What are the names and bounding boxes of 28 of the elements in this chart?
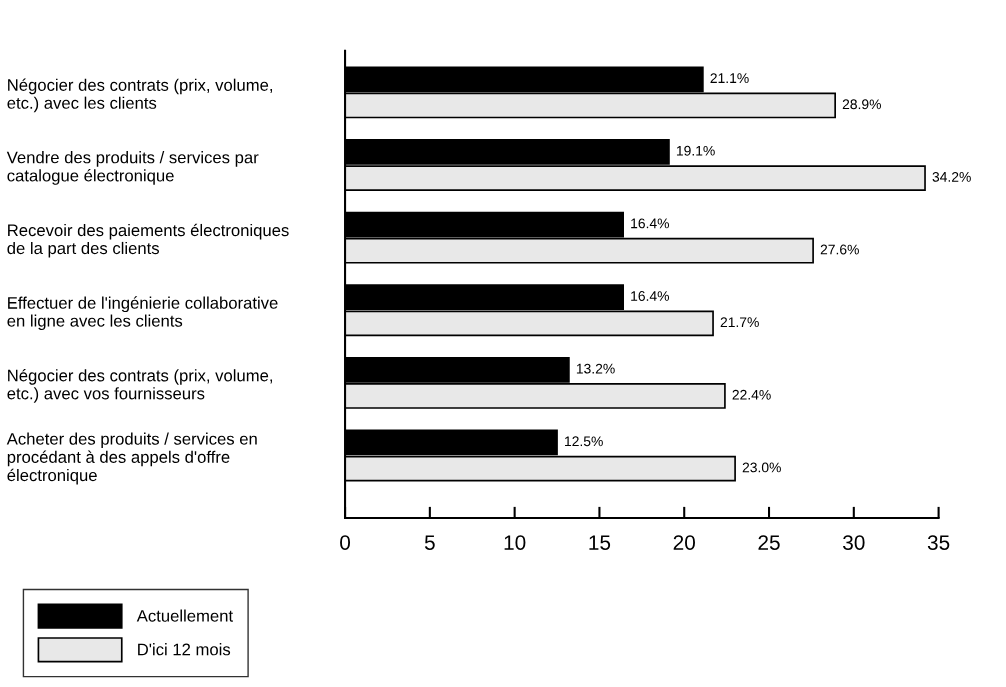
y-tick-label: Acheter des produits / services en procédant à des appels d'offre électronique (6, 432, 257, 485)
data-label: 21.7% (720, 317, 759, 328)
x-tick-label: 5 (424, 535, 435, 550)
data-label: 28.9% (842, 99, 881, 110)
x-tick-label: 20 (673, 535, 695, 550)
data-label: 16.4% (631, 291, 670, 301)
data-label: 22.4% (732, 389, 771, 400)
y-tick-label: Négocier des contrats (prix, volume, etc.) avec les clients (7, 78, 273, 113)
data-label: 19.1% (676, 145, 715, 156)
y-tick-label: Recevoir des paiements électroniques de la part des clients (7, 223, 289, 258)
data-label: 23.0% (742, 462, 781, 473)
y-tick-label: Vendre des produits / services par catalogue électronique (6, 151, 259, 185)
y-tick-label: Négocier des contrats (prix, volume, etc.) avec vos fournisseurs (7, 369, 273, 403)
data-label: 13.2% (576, 363, 615, 374)
legend-label: Actuellement (136, 609, 233, 622)
x-tick-label: 35 (927, 535, 950, 550)
y-tick-label: Effectuer de l'ingénierie collaborative en ligne avec les clients (7, 296, 278, 331)
x-tick-label: 30 (843, 535, 865, 550)
x-tick-label: 15 (589, 535, 611, 550)
legend-label: D'ici 12 mois (138, 643, 231, 656)
data-label: 21.1% (710, 73, 749, 83)
x-tick-label: 0 (340, 535, 351, 550)
data-label: 12.5% (565, 436, 603, 447)
x-tick-label: 10 (504, 535, 526, 550)
x-tick-label: 25 (758, 535, 780, 550)
data-label: 34.2% (932, 171, 971, 182)
data-label: 16.4% (631, 218, 670, 229)
data-label: 27.6% (820, 244, 859, 255)
